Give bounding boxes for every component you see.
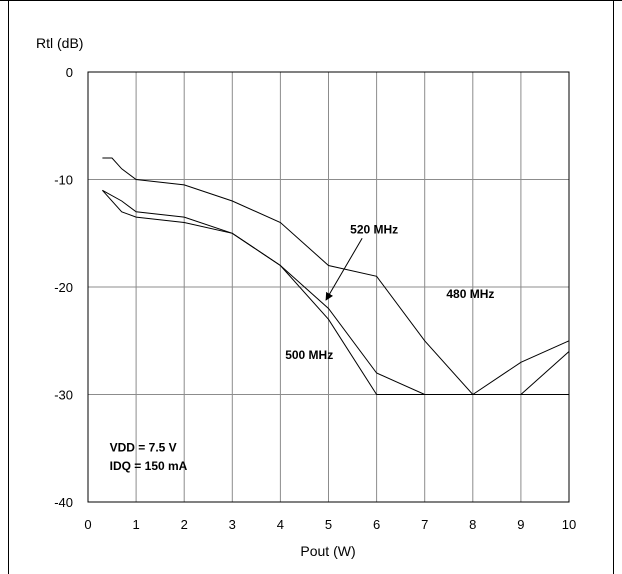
annotation-label: VDD = 7.5 V: [110, 440, 177, 454]
x-tick-label: 4: [277, 517, 284, 532]
x-tick-label: 8: [469, 517, 476, 532]
y-axis-title: Rtl (dB): [36, 35, 83, 51]
y-tick-label: -40: [54, 495, 73, 510]
y-tick-label: -10: [54, 173, 73, 188]
annotation-label: 500 MHz: [285, 348, 333, 362]
annotation-label: IDQ = 150 mA: [110, 459, 188, 473]
y-tick-label: -20: [54, 280, 73, 295]
x-tick-label: 2: [181, 517, 188, 532]
x-tick-label: 6: [373, 517, 380, 532]
x-tick-label: 7: [421, 517, 428, 532]
x-tick-label: 1: [132, 517, 139, 532]
x-tick-label: 0: [84, 517, 91, 532]
y-tick-label: -30: [54, 388, 73, 403]
x-axis-title: Pout (W): [300, 543, 355, 559]
series-line-480-mhz: [102, 157, 570, 396]
plot-area-border: [87, 71, 570, 503]
series-lines: [102, 157, 570, 396]
x-tick-label: 9: [517, 517, 524, 532]
x-tick-label: 5: [325, 517, 332, 532]
x-tick-labels: 0 1 2 3 4 5 6 7 8 9 10: [84, 517, 576, 532]
annotation-label: 480 MHz: [446, 287, 494, 301]
grid-lines: [87, 71, 570, 503]
x-tick-label: 10: [562, 517, 576, 532]
annotation-arrow: [325, 237, 363, 301]
y-tick-label: 0: [66, 65, 73, 80]
y-tick-labels: 0 -10 -20 -30 -40: [54, 65, 73, 510]
series-line-520-mhz: [102, 189, 570, 395]
annotations: 520 MHz 480 MHz 500 MHz VDD = 7.5 V IDQ = 15…: [110, 222, 495, 473]
annotation-label: 520 MHz: [350, 222, 398, 236]
x-tick-label: 3: [229, 517, 236, 532]
